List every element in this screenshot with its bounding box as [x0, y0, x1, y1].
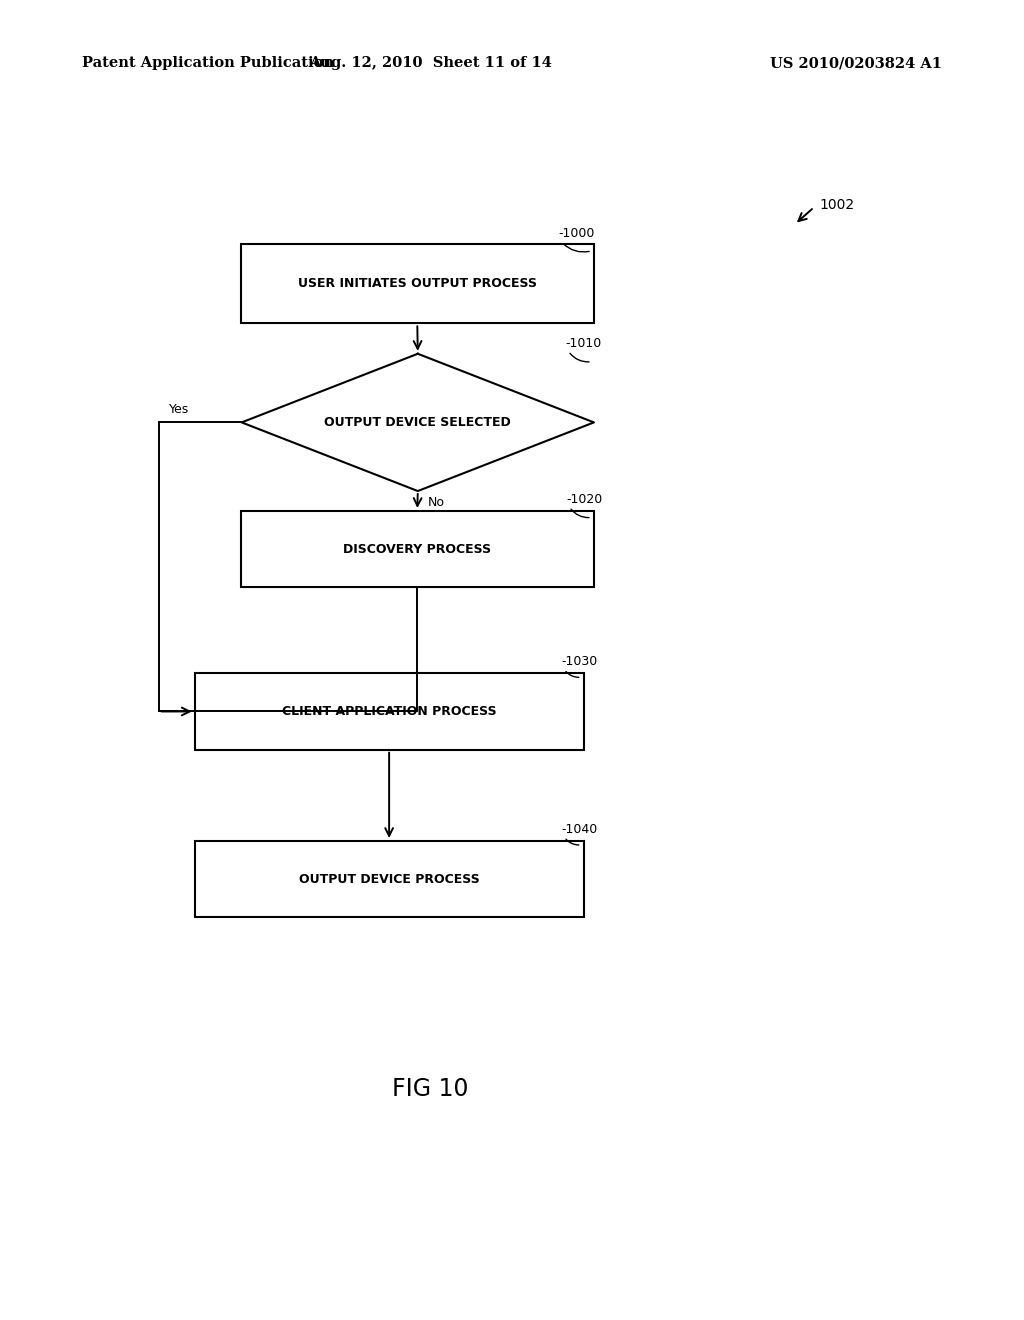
Text: USER INITIATES OUTPUT PROCESS: USER INITIATES OUTPUT PROCESS — [298, 277, 537, 290]
Text: -1040: -1040 — [561, 822, 597, 836]
Bar — [195, 841, 584, 917]
Text: 1002: 1002 — [819, 198, 854, 211]
Text: FIG 10: FIG 10 — [392, 1077, 468, 1101]
Text: -1020: -1020 — [566, 492, 602, 506]
Text: DISCOVERY PROCESS: DISCOVERY PROCESS — [343, 543, 492, 556]
Bar — [241, 244, 594, 323]
Text: OUTPUT DEVICE SELECTED: OUTPUT DEVICE SELECTED — [325, 416, 511, 429]
Text: -1030: -1030 — [561, 655, 597, 668]
Text: Aug. 12, 2010  Sheet 11 of 14: Aug. 12, 2010 Sheet 11 of 14 — [308, 57, 552, 70]
Text: No: No — [428, 496, 445, 510]
Text: -1010: -1010 — [565, 337, 601, 350]
Text: US 2010/0203824 A1: US 2010/0203824 A1 — [770, 57, 942, 70]
Bar — [195, 673, 584, 750]
Text: OUTPUT DEVICE PROCESS: OUTPUT DEVICE PROCESS — [299, 873, 479, 886]
Text: CLIENT APPLICATION PROCESS: CLIENT APPLICATION PROCESS — [282, 705, 497, 718]
Text: -1000: -1000 — [558, 227, 595, 240]
Text: Yes: Yes — [169, 403, 189, 416]
Bar — [241, 511, 594, 587]
Text: Patent Application Publication: Patent Application Publication — [82, 57, 334, 70]
